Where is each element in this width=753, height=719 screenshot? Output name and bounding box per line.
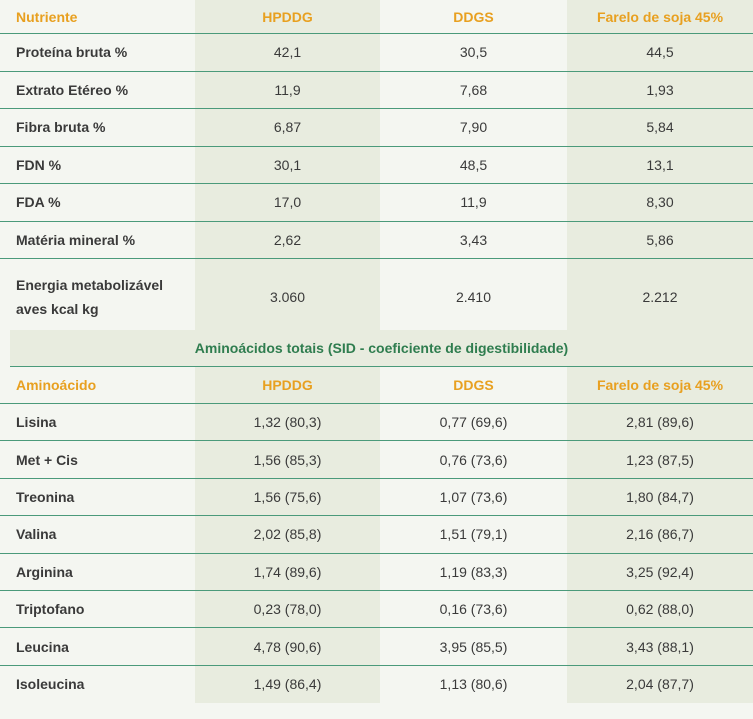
row-label: Arginina xyxy=(16,563,73,580)
header-ddgs: DDGS xyxy=(453,8,494,25)
header-farelo: Farelo de soja 45% xyxy=(567,367,753,403)
cell-hpddg: 30,1 xyxy=(195,146,380,183)
row-label-line1: Energia metabolizável xyxy=(16,277,164,293)
cell-ddgs: 30,5 xyxy=(459,44,488,61)
cell-farelo: 2,16 (86,7) xyxy=(567,516,753,553)
cell-ddgs: 1,07 (73,6) xyxy=(439,488,508,505)
cell-ddgs: 1,19 (83,3) xyxy=(439,563,508,580)
row-label: Leucina xyxy=(16,638,69,655)
cell-farelo: 2,81 (89,6) xyxy=(567,404,753,441)
cell-farelo: 1,23 (87,5) xyxy=(567,441,753,478)
cell-ddgs: 1,51 (79,1) xyxy=(439,526,508,543)
row-label: Triptofano xyxy=(16,601,85,618)
cell-hpddg: 6,87 xyxy=(195,109,380,146)
table-row: Triptofano 0,23 (78,0) 0,16 (73,6) 0,62 (88… xyxy=(0,590,753,629)
cell-farelo: 0,62 (88,0) xyxy=(567,590,753,628)
cell-farelo: 5,86 xyxy=(567,221,753,258)
table-row: Leucina 4,78 (90,6) 3,95 (85,5) 3,43 (88,1) xyxy=(0,628,753,666)
table-row: Met + Cis 1,56 (85,3) 0,76 (73,6) 1,23 (87,… xyxy=(0,441,753,479)
cell-farelo: 44,5 xyxy=(567,34,753,71)
cell-hpddg: 3.060 xyxy=(195,259,380,335)
cell-farelo: 8,30 xyxy=(567,184,753,221)
cell-ddgs: 7,68 xyxy=(459,81,488,98)
cell-farelo: 3,25 (92,4) xyxy=(567,553,753,590)
cell-farelo: 13,1 xyxy=(567,146,753,183)
header-hpddg: HPDDG xyxy=(195,0,380,33)
table-row: Lisina 1,32 (80,3) 0,77 (69,6) 2,81 (89,6) xyxy=(0,404,753,442)
aminoacid-table: Aminoácido HPDDG DDGS Farelo de soja 45%… xyxy=(0,367,753,704)
cell-ddgs: 48,5 xyxy=(459,156,488,173)
cell-hpddg: 1,49 (86,4) xyxy=(195,665,380,704)
row-label: Lisina xyxy=(16,414,57,431)
cell-hpddg: 17,0 xyxy=(195,184,380,221)
row-label: Matéria mineral % xyxy=(16,231,136,248)
table-row: Treonina 1,56 (75,6) 1,07 (73,6) 1,80 (84,7… xyxy=(0,478,753,517)
cell-farelo: 5,84 xyxy=(567,109,753,146)
table-row: FDA % 17,0 11,9 8,30 xyxy=(0,184,753,222)
row-label: FDN % xyxy=(16,156,62,173)
cell-farelo: 1,80 (84,7) xyxy=(567,478,753,516)
cell-hpddg: 1,56 (85,3) xyxy=(195,441,380,478)
cell-ddgs: 11,9 xyxy=(460,194,487,211)
table-row: Matéria mineral % 2,62 3,43 5,86 xyxy=(0,221,753,259)
cell-hpddg: 1,74 (89,6) xyxy=(195,553,380,590)
row-label: Fibra bruta % xyxy=(16,119,106,136)
row-label: Extrato Etéreo % xyxy=(16,81,129,98)
table-header: Aminoácido HPDDG DDGS Farelo de soja 45% xyxy=(0,367,753,404)
header-farelo: Farelo de soja 45% xyxy=(567,0,753,33)
table-row: Isoleucina 1,49 (86,4) 1,13 (80,6) 2,04 (87… xyxy=(0,665,753,704)
row-label: Valina xyxy=(16,526,57,543)
table-row: FDN % 30,1 48,5 13,1 xyxy=(0,146,753,184)
cell-ddgs: 0,77 (69,6) xyxy=(439,414,508,431)
cell-farelo: 2,04 (87,7) xyxy=(567,665,753,704)
cell-farelo: 2.212 xyxy=(567,259,753,335)
cell-ddgs: 0,76 (73,6) xyxy=(439,451,508,468)
row-label: FDA % xyxy=(16,194,61,211)
row-label: Proteína bruta % xyxy=(16,44,128,61)
cell-hpddg: 4,78 (90,6) xyxy=(195,628,380,665)
cell-hpddg: 0,23 (78,0) xyxy=(195,590,380,628)
cell-ddgs: 1,13 (80,6) xyxy=(439,676,508,693)
cell-hpddg: 2,62 xyxy=(195,221,380,258)
table-row: Valina 2,02 (85,8) 1,51 (79,1) 2,16 (86,7) xyxy=(0,516,753,554)
table-row: Energia metabolizável aves kcal kg 3.060… xyxy=(0,259,753,335)
cell-farelo: 1,93 xyxy=(567,71,753,108)
cell-ddgs: 0,16 (73,6) xyxy=(439,601,508,618)
row-label: Isoleucina xyxy=(16,676,85,693)
cell-ddgs: 3,95 (85,5) xyxy=(439,638,508,655)
row-label-line2: aves kcal kg xyxy=(16,301,99,317)
cell-ddgs: 7,90 xyxy=(459,119,488,136)
table-header: Nutriente HPDDG DDGS Farelo de soja 45% xyxy=(0,0,753,34)
cell-hpddg: 1,32 (80,3) xyxy=(195,404,380,441)
row-label: Treonina xyxy=(16,488,75,505)
cell-hpddg: 1,56 (75,6) xyxy=(195,478,380,516)
header-ddgs: DDGS xyxy=(453,377,494,393)
header-aminoacido: Aminoácido xyxy=(16,377,97,393)
header-nutriente: Nutriente xyxy=(16,8,78,25)
table-row: Extrato Etéreo % 11,9 7,68 1,93 xyxy=(0,71,753,109)
cell-farelo: 3,43 (88,1) xyxy=(567,628,753,665)
cell-ddgs: 3,43 xyxy=(459,231,488,248)
cell-hpddg: 42,1 xyxy=(195,34,380,71)
section-title: Aminoácidos totais (SID - coeficiente de… xyxy=(10,330,753,367)
row-label: Met + Cis xyxy=(16,451,78,468)
cell-hpddg: 11,9 xyxy=(195,71,380,108)
cell-hpddg: 2,02 (85,8) xyxy=(195,516,380,553)
nutrient-table: Nutriente HPDDG DDGS Farelo de soja 45% … xyxy=(0,0,753,335)
table-row: Fibra bruta % 6,87 7,90 5,84 xyxy=(0,109,753,147)
row-label: Energia metabolizável aves kcal kg xyxy=(0,259,195,335)
table-row: Arginina 1,74 (89,6) 1,19 (83,3) 3,25 (92,4… xyxy=(0,553,753,591)
cell-ddgs: 2.410 xyxy=(455,289,492,305)
header-hpddg: HPDDG xyxy=(195,367,380,403)
table-row: Proteína bruta % 42,1 30,5 44,5 xyxy=(0,34,753,72)
